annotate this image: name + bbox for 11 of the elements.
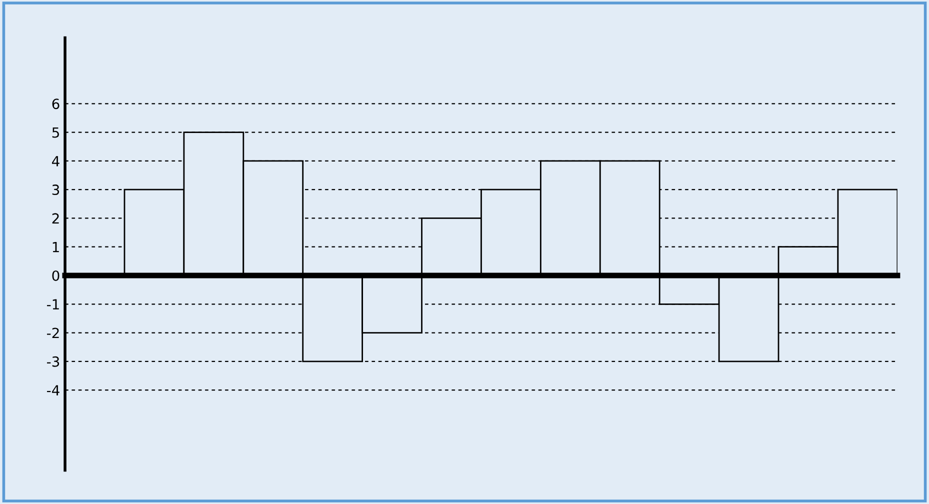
y-tick-label: -1 <box>47 299 59 310</box>
y-tick-label: 6 <box>52 98 60 110</box>
y-tick-label: -3 <box>47 356 60 367</box>
y-tick-label: 2 <box>52 213 59 224</box>
y-tick-label: 4 <box>52 156 60 166</box>
y-tick-label: -4 <box>47 385 60 396</box>
y-tick-label: -2 <box>47 328 59 338</box>
y-tick-label: 3 <box>52 184 60 196</box>
y-tick-label: 5 <box>52 127 59 138</box>
y-tick-label: 1 <box>52 242 59 252</box>
y-tick-label: 0 <box>52 270 60 281</box>
